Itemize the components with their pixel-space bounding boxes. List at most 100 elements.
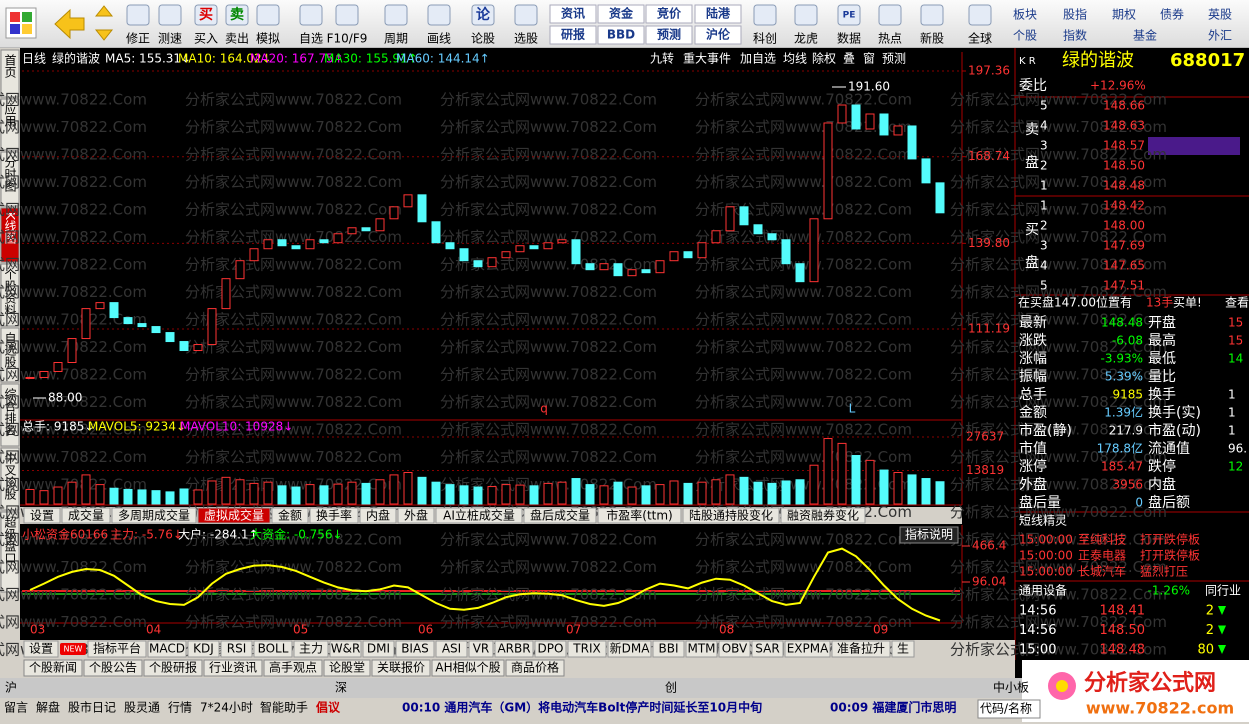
news-tab[interactable]: [371, 659, 431, 677]
indicator-tab[interactable]: [220, 640, 253, 658]
index-label[interactable]: 沪: [5, 681, 17, 695]
toolbar-icon[interactable]: [158, 4, 182, 26]
toolbar-button[interactable]: 周期: [384, 32, 408, 46]
sidebar-tab[interactable]: [0, 447, 20, 511]
toolbar-button[interactable]: 卖出: [225, 32, 249, 46]
toolbar-icon[interactable]: [256, 4, 280, 26]
indicator-tab-label[interactable]: 主力: [299, 642, 323, 656]
down-button[interactable]: [94, 29, 114, 41]
indicator-tab[interactable]: [293, 640, 329, 658]
indicator-tab[interactable]: [831, 640, 891, 658]
volume-tab-label[interactable]: 换手率: [316, 508, 352, 523]
indicator-tab-label[interactable]: 准备拉升: [837, 641, 885, 656]
sidebar-label[interactable]: 超级盘口: [3, 515, 17, 564]
index-label[interactable]: 深: [335, 681, 347, 695]
indicator-tab-label[interactable]: BOLL: [258, 642, 289, 656]
toolbar-icon[interactable]: [794, 4, 818, 26]
toolbar-icon[interactable]: [384, 4, 408, 26]
up-button[interactable]: [94, 5, 114, 17]
volume-tab-label[interactable]: 设置: [30, 509, 54, 523]
toolbar-icon[interactable]: [514, 4, 538, 26]
sidebar-label[interactable]: 综合排名: [3, 388, 17, 436]
volume-tab[interactable]: [23, 507, 61, 524]
toolbar-tab[interactable]: [645, 4, 693, 24]
indicator-tab-label[interactable]: MACD: [149, 642, 185, 656]
index-label[interactable]: 中小板: [993, 680, 1029, 695]
sidebar-label[interactable]: 分时图: [3, 156, 17, 192]
toolbar-button[interactable]: 数据: [837, 31, 861, 46]
industry-link[interactable]: 同行业: [1205, 584, 1241, 598]
chart-tool[interactable]: 叠: [843, 52, 855, 66]
toolbar-icon[interactable]: [753, 4, 777, 26]
volume-tab[interactable]: [682, 507, 780, 524]
toolbar-tab-label[interactable]: 研报: [561, 27, 585, 42]
volume-tab[interactable]: [359, 507, 397, 524]
index-label[interactable]: 创: [665, 681, 677, 695]
toolbar-tab-label[interactable]: 沪伦: [706, 27, 731, 42]
sidebar-label[interactable]: 牛叉诊股: [3, 451, 17, 501]
indicator-tab-label[interactable]: ASI: [442, 642, 461, 656]
market-tab[interactable]: 外汇: [1208, 29, 1232, 43]
market-tab[interactable]: 股指: [1063, 7, 1087, 22]
indicator-tab-label[interactable]: 设置: [29, 642, 53, 656]
news-tab[interactable]: [143, 659, 203, 677]
sidebar-tab[interactable]: [0, 327, 20, 383]
news-tab-label[interactable]: 论股堂: [329, 661, 365, 675]
sidebar-tab[interactable]: [0, 263, 20, 327]
indicator-tab-label[interactable]: MTM: [687, 642, 715, 656]
indicator-tab[interactable]: [187, 640, 220, 658]
toolbar-button[interactable]: 修正: [126, 31, 150, 46]
notice-link[interactable]: 查看: [1225, 296, 1249, 310]
indicator-tab[interactable]: [718, 640, 751, 658]
status-item[interactable]: 行情: [168, 701, 192, 715]
alert-stock[interactable]: 至纯科技: [1078, 533, 1126, 547]
chart-tool[interactable]: 均线: [783, 52, 807, 66]
news-tab-label[interactable]: 关联报价: [377, 660, 425, 675]
indicator-tab[interactable]: [534, 640, 567, 658]
news-tab-label[interactable]: 商品价格: [511, 660, 559, 675]
toolbar-button[interactable]: 选股: [514, 32, 538, 46]
status-item[interactable]: 7*24小时: [200, 701, 253, 715]
news-tab[interactable]: [505, 659, 565, 677]
news-tab[interactable]: [203, 659, 263, 677]
news-tab[interactable]: [431, 659, 505, 677]
toolbar-button[interactable]: 全球: [968, 31, 992, 46]
market-tab[interactable]: 基金: [1133, 28, 1157, 43]
indicator-tab[interactable]: [329, 640, 362, 658]
toolbar-icon[interactable]: [335, 4, 359, 26]
toolbar-icon[interactable]: [837, 4, 861, 26]
toolbar-tab[interactable]: [694, 4, 742, 24]
toolbar-button[interactable]: F10/F9: [327, 32, 368, 46]
news-tab-label[interactable]: 个股研报: [149, 660, 197, 675]
toolbar-button[interactable]: 画线: [427, 32, 451, 46]
indicator-tab[interactable]: [87, 640, 147, 658]
toolbar-tab[interactable]: [645, 25, 693, 45]
volume-tab[interactable]: [597, 507, 682, 524]
toolbar-icon[interactable]: [126, 4, 150, 26]
volume-tab[interactable]: [397, 507, 435, 524]
toolbar-button[interactable]: 模拟: [256, 32, 280, 46]
toolbar-button[interactable]: 论股: [471, 32, 495, 46]
news-tab-label[interactable]: 个股新闻: [29, 660, 77, 675]
indicator-tab[interactable]: [652, 640, 685, 658]
news-tab[interactable]: [23, 659, 83, 677]
indicator-button[interactable]: [899, 526, 959, 544]
volume-tab[interactable]: [197, 507, 271, 524]
news-tab-label[interactable]: 个股公告: [89, 661, 137, 675]
indicator-tab[interactable]: [23, 640, 59, 658]
chart-tool[interactable]: 加自选: [740, 52, 776, 66]
sidebar-label[interactable]: 自选股: [3, 332, 17, 369]
toolbar-tab[interactable]: [549, 4, 597, 24]
volume-tab-label[interactable]: 多周期成交量: [118, 508, 190, 523]
indicator-tab-label[interactable]: 生: [897, 642, 909, 656]
sidebar-tab[interactable]: [0, 49, 20, 98]
volume-tab[interactable]: [780, 507, 866, 524]
toolbar-button[interactable]: 新股: [920, 31, 944, 46]
toolbar-tab[interactable]: [597, 4, 645, 24]
sidebar-tab[interactable]: [0, 151, 20, 207]
indicator-tab-label[interactable]: W&R: [331, 642, 361, 656]
volume-tab-label[interactable]: 外盘: [404, 508, 428, 523]
toolbar-tab[interactable]: [694, 25, 742, 45]
volume-tab-label[interactable]: 内盘: [366, 508, 390, 523]
status-item[interactable]: 智能助手: [260, 700, 308, 715]
